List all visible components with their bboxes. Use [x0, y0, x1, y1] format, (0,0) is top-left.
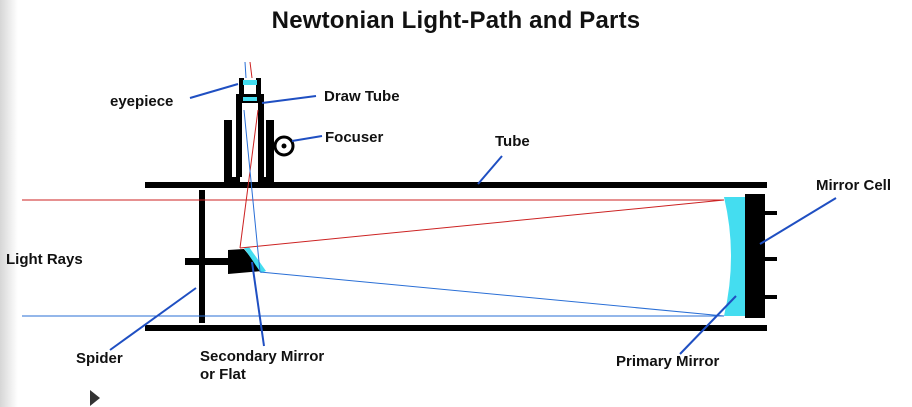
- cell-bolt-2: [765, 257, 777, 261]
- leader-eyepiece: [189, 83, 239, 99]
- eyepiece-left: [239, 78, 244, 94]
- red-to-eyepiece: [239, 109, 259, 249]
- red-exit-ray: [249, 61, 253, 79]
- eyepiece-right: [256, 78, 261, 94]
- leader-focuser: [291, 135, 323, 142]
- secondary-mirror: [244, 247, 266, 273]
- tube-bottom-wall: [145, 325, 767, 331]
- spider-vane: [199, 190, 205, 323]
- focuser-right-inner: [258, 103, 264, 177]
- label-secondary-mirror: Secondary Mirror: [200, 348, 325, 365]
- red-reflected-ray: [239, 199, 725, 249]
- focuser-left-bracket: [224, 120, 240, 186]
- label-eyepiece: eyepiece: [110, 93, 174, 110]
- pointer-cursor-icon: [90, 390, 100, 406]
- leader-spider: [109, 287, 197, 351]
- leader-primary: [679, 295, 737, 355]
- label-mirror-cell: Mirror Cell: [816, 177, 892, 194]
- leader-tube: [477, 155, 503, 185]
- label-tube: Tube: [495, 133, 530, 150]
- focuser-right-bracket: [258, 120, 274, 186]
- field-lens: [243, 97, 257, 101]
- diagram-title: Newtonian Light-Path and Parts: [271, 7, 641, 34]
- leader-mirror-cell: [759, 197, 837, 245]
- blue-to-eyepiece: [243, 109, 261, 273]
- mirror-cell-plate: [745, 194, 765, 318]
- focuser-knob-center: [281, 143, 287, 149]
- label-focuser: Focuser: [325, 129, 384, 146]
- label-light-rays: Light Rays: [6, 251, 83, 268]
- leader-draw-tube: [261, 95, 317, 104]
- cell-bolt-3: [765, 295, 777, 299]
- eyepiece-lens: [243, 80, 257, 85]
- label-secondary-flat: or Flat: [200, 366, 246, 383]
- focuser-left-inner: [236, 103, 242, 177]
- cell-bolt-1: [765, 211, 777, 215]
- leader-secondary: [251, 261, 265, 347]
- label-draw-tube: Draw Tube: [324, 88, 400, 105]
- left-edge-shadow: [0, 0, 18, 407]
- blue-exit-ray: [244, 61, 247, 79]
- spider-hub: [185, 258, 230, 265]
- tube-top-wall: [145, 182, 767, 188]
- blue-reflected-ray: [259, 271, 725, 317]
- primary-mirror: [724, 197, 745, 316]
- label-primary-mirror: Primary Mirror: [616, 353, 720, 370]
- label-spider: Spider: [76, 350, 123, 367]
